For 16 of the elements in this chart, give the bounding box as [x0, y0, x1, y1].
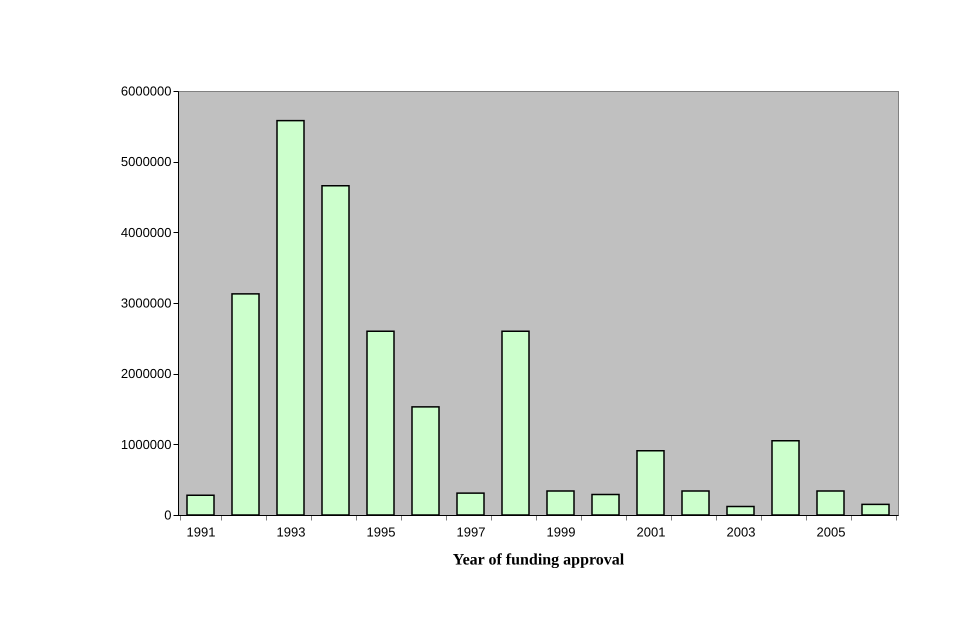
y-tick-label: 5000000: [120, 154, 172, 170]
y-tick-label: 6000000: [120, 84, 172, 98]
x-tick-label: 2005: [816, 524, 846, 540]
x-tick-label: 2003: [726, 524, 756, 540]
y-tick-label: 3000000: [120, 296, 172, 310]
x-tick-label: 1999: [546, 524, 576, 540]
x-tick-label: 1995: [366, 524, 396, 540]
y-tick-label: 1000000: [120, 436, 172, 452]
x-tick-label: 1997: [456, 524, 486, 540]
y-tick-label: 2000000: [120, 366, 172, 382]
y-tick-label: 4000000: [120, 224, 172, 240]
x-axis-title: Year of funding approval: [452, 552, 625, 568]
y-tick-label: 0: [164, 508, 172, 522]
x-tick-label: 2001: [636, 524, 666, 540]
x-tick-label: 1993: [276, 524, 306, 540]
x-tick-label: 1991: [186, 524, 216, 540]
